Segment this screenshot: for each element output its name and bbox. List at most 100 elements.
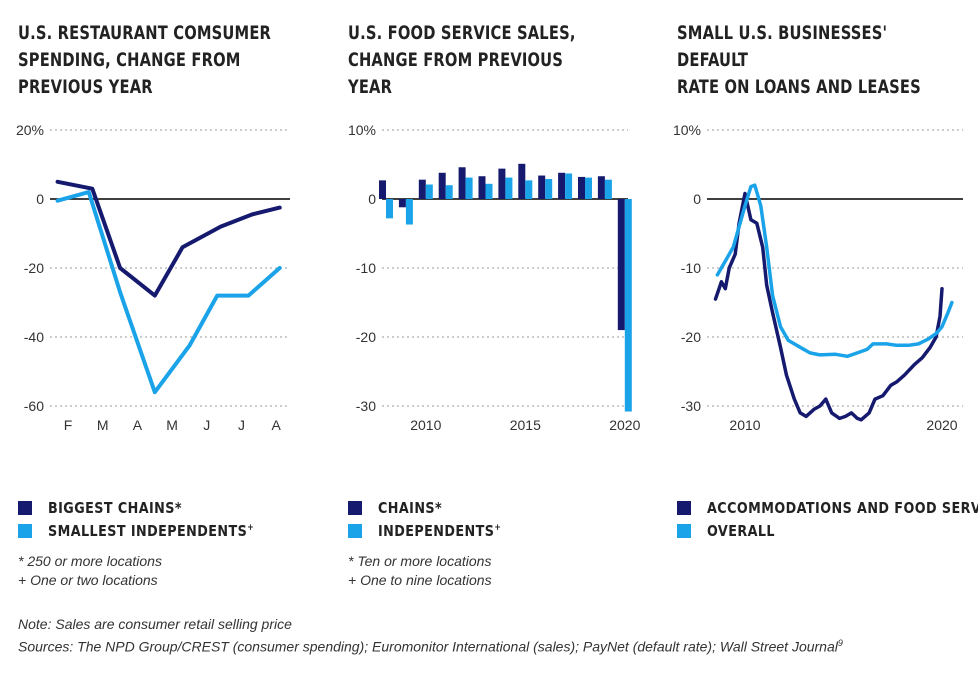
notes: Note: Sales are consumer retail selling … [18, 615, 843, 657]
legend-label: CHAINS* [378, 498, 443, 517]
footnote: * Ten or more locations [348, 553, 492, 569]
y-tick-label: 0 [693, 191, 701, 207]
x-tick-label: M [166, 417, 178, 433]
bar-independents [604, 179, 612, 199]
legend-label: SMALLEST INDEPENDENTS+ [48, 522, 254, 540]
footnote: + One or two locations [18, 572, 158, 588]
panel-default-rate: SMALL U.S. BUSINESSES' DEFAULT RATE ON L… [659, 0, 978, 600]
legend-label-sup: + [247, 522, 255, 533]
legend-label-text: INDEPENDENTS [378, 521, 495, 540]
bar-chains [578, 176, 585, 199]
x-tick-label: F [64, 417, 73, 433]
note-line: Note: Sales are consumer retail selling … [18, 616, 292, 632]
chart-title: U.S. FOOD SERVICE SALES, CHANGE FROM PRE… [348, 22, 576, 98]
series-line-overall [715, 183, 954, 359]
bar-chains [478, 176, 486, 199]
bar-independents [405, 199, 413, 225]
bar-chains [498, 168, 506, 199]
legend-item-biggest-chains: BIGGEST CHAINS* [18, 496, 290, 519]
y-tick-label: 10% [673, 122, 701, 138]
y-tick-label: 20% [16, 122, 44, 138]
y-tick-label: -20 [681, 329, 701, 345]
bar-independents [445, 185, 453, 199]
bar-independents [624, 199, 632, 412]
panel-restaurant-spending: U.S. RESTAURANT COMSUMER SPENDING, CHANG… [0, 0, 326, 600]
sources-text: Sources: The NPD Group/CREST (consumer s… [18, 638, 838, 655]
bar-independents [585, 177, 592, 199]
chart-restaurant-spending: 20% 0 -20 -40 -60 F M A M J J A [16, 122, 290, 433]
legend-item-overall: OVERALL [677, 519, 978, 542]
x-tick-label: 2020 [926, 417, 957, 433]
bar-independents [485, 183, 493, 199]
bar-independents [545, 178, 553, 199]
bar-independents [386, 199, 393, 219]
y-tick-label: 10% [348, 122, 376, 138]
legend-swatch [677, 500, 691, 515]
y-tick-label: -10 [356, 260, 376, 276]
y-tick-label: -60 [24, 398, 44, 414]
bar-independents [565, 173, 573, 199]
x-tick-label: J [238, 417, 245, 433]
legend-label: OVERALL [707, 521, 775, 540]
bar-chains [418, 179, 426, 199]
panel-food-service-sales: U.S. FOOD SERVICE SALES, CHANGE FROM PRE… [330, 0, 656, 600]
x-tick-label: A [133, 417, 143, 433]
legend-label: BIGGEST CHAINS* [48, 498, 182, 517]
legend-swatch [677, 523, 691, 538]
y-tick-label: -20 [24, 260, 44, 276]
legend-swatch [18, 500, 32, 515]
x-tick-label: 2015 [510, 417, 541, 433]
y-tick-label: 0 [368, 191, 376, 207]
footnotes: * 250 or more locations + One or two loc… [18, 552, 162, 590]
legend: BIGGEST CHAINS* SMALLEST INDEPENDENTS+ [18, 496, 290, 542]
bar-chains [558, 172, 566, 199]
series-line-smallest-independents [55, 190, 282, 395]
y-tick-label: -40 [24, 329, 44, 345]
y-tick-label: -30 [681, 398, 701, 414]
footnotes: * Ten or more locations + One to nine lo… [348, 552, 492, 590]
y-tick-label: 0 [36, 191, 44, 207]
bar-independents [525, 180, 533, 199]
legend: CHAINS* INDEPENDENTS+ [348, 496, 523, 542]
legend-swatch [348, 523, 362, 538]
sources-sup: 9 [837, 638, 843, 648]
x-tick-label: M [97, 417, 109, 433]
legend-item-independents: INDEPENDENTS+ [348, 519, 523, 542]
bar-chains [518, 163, 526, 199]
bar-independents [425, 184, 433, 199]
y-tick-label: -20 [356, 329, 376, 345]
x-tick-label: 2020 [609, 417, 640, 433]
footnote: * 250 or more locations [18, 553, 162, 569]
chart-title: U.S. RESTAURANT COMSUMER SPENDING, CHANG… [18, 22, 272, 98]
bar-chains [538, 175, 546, 199]
legend-label-sup: + [494, 522, 502, 533]
legend-item-smallest-independents: SMALLEST INDEPENDENTS+ [18, 519, 290, 542]
bar-independents [505, 177, 513, 199]
bar-chains [379, 180, 386, 199]
legend-swatch [18, 523, 32, 538]
chart-title: SMALL U.S. BUSINESSES' DEFAULT RATE ON L… [677, 22, 921, 98]
bar-chains [617, 199, 625, 331]
footnote: + One to nine locations [348, 572, 492, 588]
legend-label: INDEPENDENTS+ [378, 522, 501, 540]
chart-food-service-sales: 10% 0 -10 -20 -30 2010 2015 2020 [348, 122, 641, 433]
x-tick-label: 2010 [410, 417, 441, 433]
x-tick-label: A [272, 417, 282, 433]
bar-chains [438, 172, 446, 199]
x-tick-label: 2010 [729, 417, 760, 433]
series-line-accommodations [713, 191, 944, 422]
bar-independents [465, 177, 473, 199]
x-tick-label: J [203, 417, 210, 433]
series-line-biggest-chains [55, 179, 282, 298]
legend-swatch [348, 500, 362, 515]
y-tick-label: -10 [681, 260, 701, 276]
bar-chains [597, 176, 605, 199]
sources-line: Sources: The NPD Group/CREST (consumer s… [18, 634, 843, 657]
legend-item-chains: CHAINS* [348, 496, 523, 519]
bar-chains [398, 199, 406, 208]
legend-label-text: SMALLEST INDEPENDENTS [48, 521, 248, 540]
chart-default-rate: 10% 0 -10 -20 -30 2010 2020 [673, 122, 963, 433]
